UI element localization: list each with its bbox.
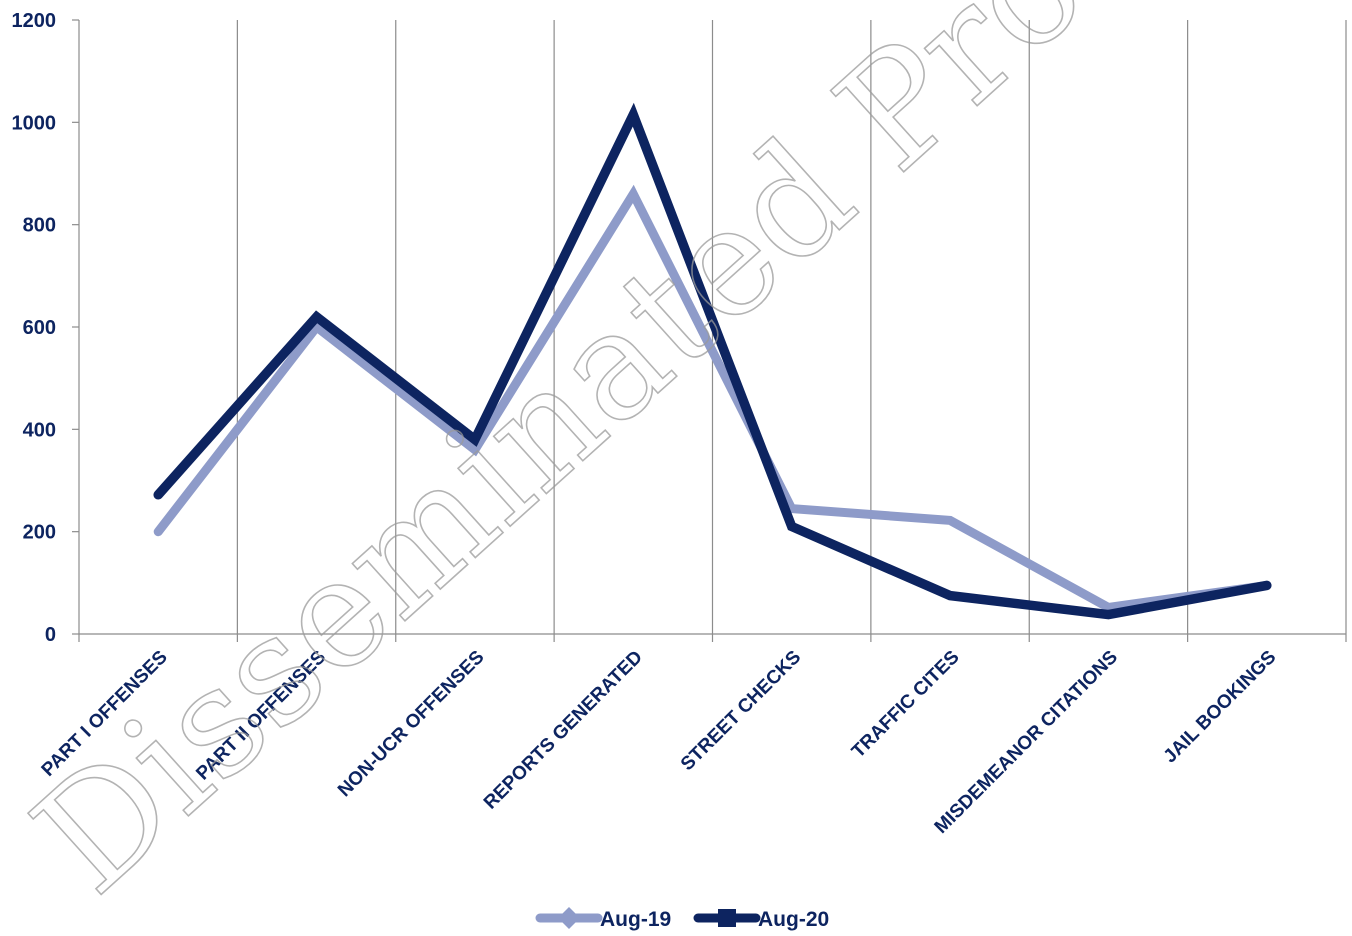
- legend-marker-diamond: [558, 907, 580, 929]
- y-tick-label: 1000: [12, 112, 57, 134]
- x-category-label: JAIL BOOKINGS: [1160, 647, 1281, 768]
- series: [153, 102, 1272, 620]
- data-point: [1106, 612, 1111, 617]
- legend-label: Aug-19: [600, 908, 671, 931]
- data-point: [314, 314, 319, 319]
- data-point: [631, 191, 636, 196]
- data-point: [156, 492, 161, 497]
- legend: Aug-19 Aug-20: [535, 907, 829, 931]
- x-category-label: MISDEMEANOR CITATIONS: [931, 647, 1122, 838]
- y-tick-label: 600: [23, 317, 56, 339]
- x-category-label: TRAFFIC CITES: [848, 647, 964, 763]
- data-point: [789, 506, 794, 511]
- x-category-label: REPORTS GENERATED: [480, 647, 647, 814]
- data-point: [472, 447, 477, 452]
- y-tick-label: 1200: [12, 10, 57, 32]
- series-line: [153, 184, 1272, 613]
- data-point: [1106, 605, 1111, 610]
- data-point: [948, 593, 953, 598]
- y-tick-label: 200: [23, 522, 56, 544]
- watermark-text: Disseminated Product Incl: [3, 0, 1352, 927]
- x-category-label: STREET CHECKS: [677, 647, 805, 775]
- series-line: [153, 102, 1272, 620]
- data-point: [156, 529, 161, 534]
- data-point: [1264, 583, 1269, 588]
- data-point: [631, 112, 636, 117]
- data-point: [948, 518, 953, 523]
- data-point: [789, 524, 794, 529]
- legend-marker-square: [718, 909, 736, 927]
- legend-label: Aug-20: [758, 908, 829, 931]
- data-point: [314, 325, 319, 329]
- y-tick-label: 400: [23, 419, 56, 441]
- y-tick-label: 800: [23, 215, 56, 237]
- y-tick-label: 0: [45, 624, 56, 646]
- data-point: [472, 437, 477, 442]
